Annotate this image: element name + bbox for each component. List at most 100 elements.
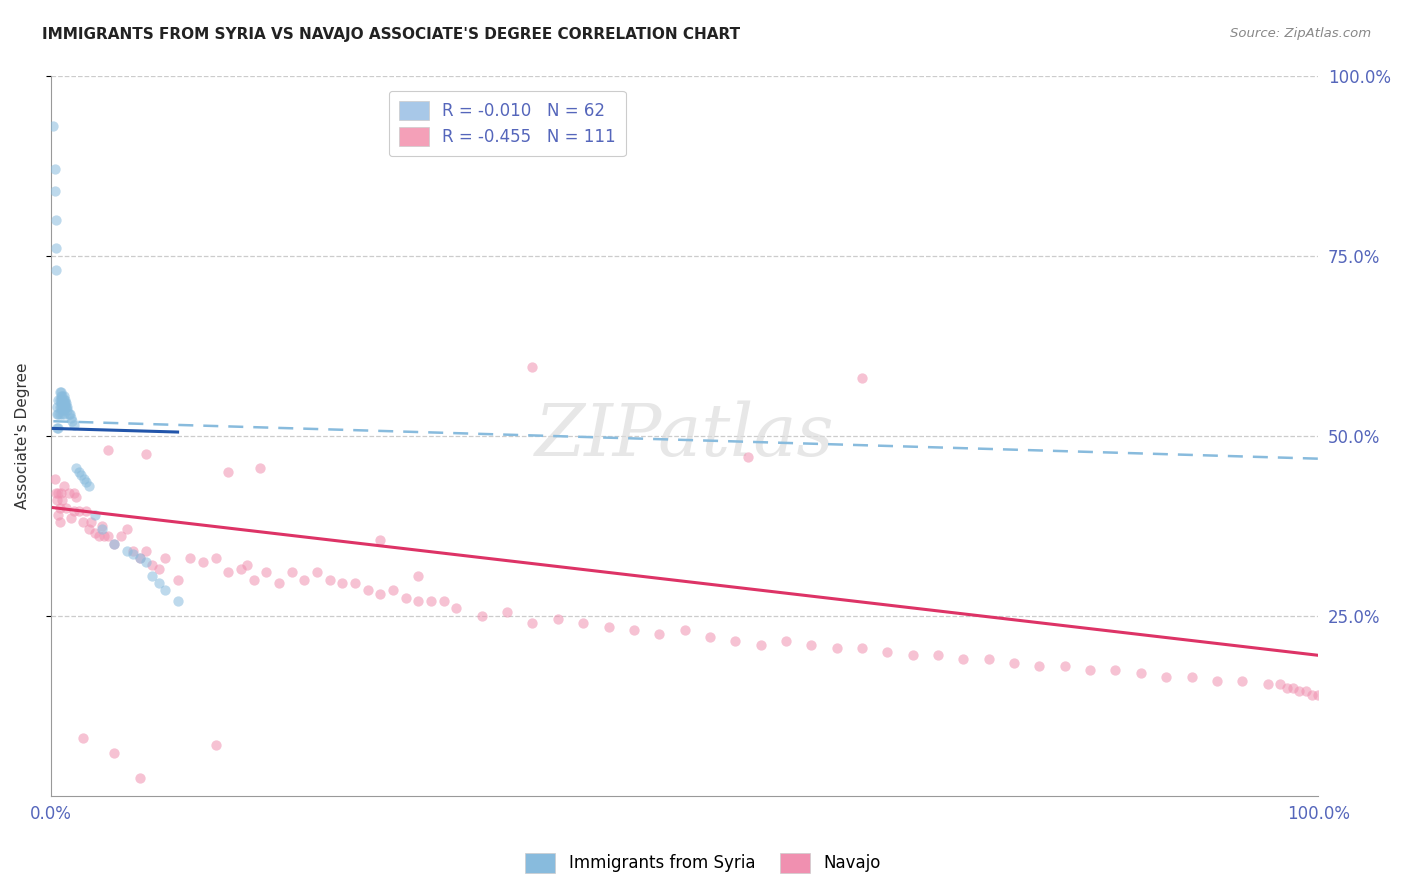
Point bbox=[51, 396, 73, 410]
Point bbox=[1232, 673, 1254, 688]
Legend: R = -0.010   N = 62, R = -0.455   N = 111: R = -0.010 N = 62, R = -0.455 N = 111 bbox=[388, 91, 626, 156]
Point bbox=[901, 648, 924, 663]
Point bbox=[135, 447, 157, 461]
Point bbox=[280, 566, 302, 580]
Point bbox=[236, 558, 259, 573]
Point bbox=[141, 569, 163, 583]
Point bbox=[52, 407, 75, 421]
Point bbox=[42, 119, 65, 133]
Point bbox=[408, 594, 430, 608]
Point bbox=[1129, 666, 1152, 681]
Point bbox=[103, 537, 125, 551]
Point bbox=[46, 493, 69, 508]
Point bbox=[166, 573, 188, 587]
Point bbox=[673, 623, 696, 637]
Point bbox=[72, 731, 94, 746]
Point bbox=[1301, 688, 1323, 702]
Point bbox=[53, 400, 76, 414]
Point bbox=[204, 551, 226, 566]
Point bbox=[51, 389, 73, 403]
Point bbox=[370, 533, 392, 547]
Point bbox=[496, 605, 519, 619]
Point bbox=[60, 414, 83, 428]
Point bbox=[623, 623, 645, 637]
Point bbox=[48, 385, 70, 400]
Point bbox=[110, 529, 132, 543]
Point bbox=[52, 392, 75, 407]
Point bbox=[53, 392, 76, 407]
Point bbox=[128, 551, 150, 566]
Point bbox=[44, 472, 66, 486]
Point bbox=[62, 486, 84, 500]
Point bbox=[648, 626, 671, 640]
Point bbox=[800, 638, 823, 652]
Point bbox=[52, 396, 75, 410]
Point bbox=[344, 576, 367, 591]
Point bbox=[1257, 677, 1279, 691]
Legend: Immigrants from Syria, Navajo: Immigrants from Syria, Navajo bbox=[519, 847, 887, 880]
Point bbox=[75, 475, 97, 490]
Point bbox=[90, 518, 112, 533]
Point bbox=[56, 400, 79, 414]
Point bbox=[1154, 670, 1177, 684]
Point bbox=[51, 392, 73, 407]
Point bbox=[52, 479, 75, 493]
Point bbox=[1078, 663, 1101, 677]
Point bbox=[93, 529, 115, 543]
Point bbox=[52, 389, 75, 403]
Point bbox=[1002, 656, 1025, 670]
Point bbox=[52, 403, 75, 417]
Point bbox=[572, 615, 595, 630]
Point bbox=[1308, 688, 1330, 702]
Point bbox=[141, 558, 163, 573]
Point bbox=[44, 162, 66, 177]
Point bbox=[267, 576, 290, 591]
Point bbox=[48, 400, 70, 414]
Point bbox=[1282, 681, 1305, 695]
Point bbox=[1180, 670, 1202, 684]
Point bbox=[217, 566, 239, 580]
Point bbox=[55, 500, 77, 515]
Point bbox=[62, 417, 84, 432]
Point bbox=[446, 601, 468, 615]
Point bbox=[77, 479, 100, 493]
Point bbox=[45, 263, 67, 277]
Point bbox=[97, 443, 120, 458]
Point bbox=[77, 522, 100, 536]
Point bbox=[49, 396, 72, 410]
Point bbox=[67, 465, 90, 479]
Point bbox=[522, 360, 544, 375]
Point bbox=[471, 608, 494, 623]
Point bbox=[46, 421, 69, 435]
Point bbox=[115, 544, 138, 558]
Point bbox=[84, 525, 107, 540]
Point bbox=[51, 493, 73, 508]
Point bbox=[1028, 659, 1050, 673]
Point bbox=[408, 569, 430, 583]
Point bbox=[51, 407, 73, 421]
Point bbox=[97, 529, 120, 543]
Point bbox=[90, 522, 112, 536]
Point bbox=[65, 490, 87, 504]
Point bbox=[204, 739, 226, 753]
Point bbox=[75, 504, 97, 518]
Point bbox=[292, 573, 315, 587]
Point bbox=[217, 465, 239, 479]
Point bbox=[51, 400, 73, 414]
Point bbox=[547, 612, 569, 626]
Point bbox=[249, 461, 271, 475]
Point bbox=[370, 587, 392, 601]
Point bbox=[80, 515, 103, 529]
Point bbox=[62, 504, 84, 518]
Point bbox=[87, 529, 110, 543]
Point bbox=[1270, 677, 1292, 691]
Point bbox=[44, 184, 66, 198]
Point bbox=[128, 771, 150, 785]
Point bbox=[191, 555, 214, 569]
Point bbox=[59, 407, 82, 421]
Point bbox=[749, 638, 772, 652]
Point bbox=[598, 619, 620, 633]
Point bbox=[103, 537, 125, 551]
Point bbox=[56, 403, 79, 417]
Point bbox=[1205, 673, 1227, 688]
